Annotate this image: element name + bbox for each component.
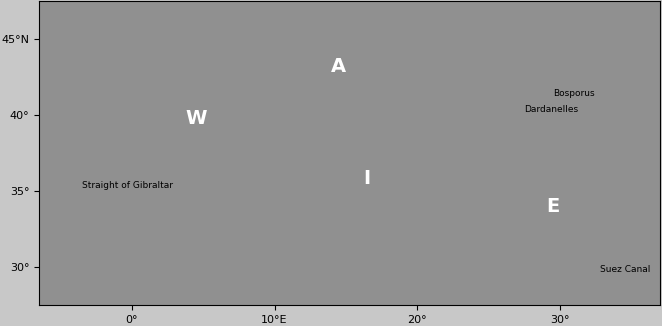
Text: Bosporus: Bosporus — [553, 89, 594, 98]
Text: I: I — [363, 170, 371, 188]
Text: E: E — [546, 197, 559, 216]
Text: Suez Canal: Suez Canal — [600, 265, 650, 274]
Text: A: A — [331, 57, 346, 76]
Text: Dardanelles: Dardanelles — [524, 105, 579, 114]
Text: W: W — [185, 109, 207, 128]
Text: Straight of Gibraltar: Straight of Gibraltar — [82, 181, 173, 189]
